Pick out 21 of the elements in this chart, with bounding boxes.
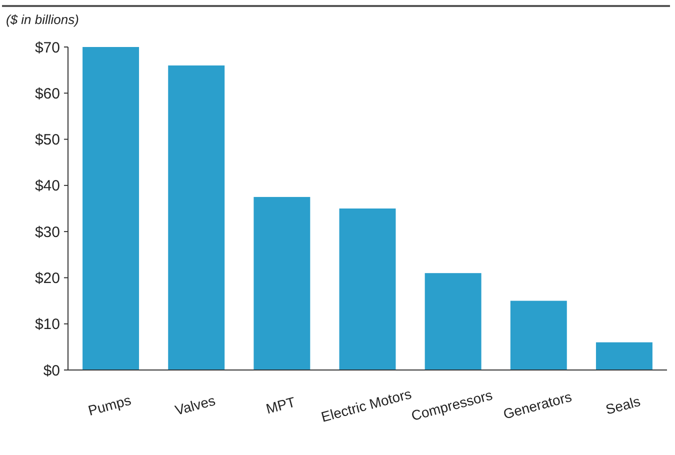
x-tick-label: MPT bbox=[264, 394, 298, 417]
y-tick-label: $20 bbox=[34, 270, 60, 287]
bar bbox=[168, 65, 225, 370]
y-tick-label: $0 bbox=[43, 362, 60, 380]
y-tick-label: $30 bbox=[34, 224, 60, 241]
y-axis-title: ($ in billions) bbox=[6, 12, 79, 27]
x-tick-label: Electric Motors bbox=[319, 385, 413, 425]
bar bbox=[510, 300, 567, 370]
y-tick-label: $50 bbox=[34, 132, 60, 149]
y-tick-label: $10 bbox=[34, 316, 60, 334]
bar bbox=[596, 342, 652, 370]
bar bbox=[339, 208, 396, 370]
bar bbox=[254, 196, 310, 370]
x-tick-label: Seals bbox=[604, 392, 642, 418]
bar bbox=[82, 47, 140, 370]
bar bbox=[424, 273, 482, 370]
y-tick-label: $70 bbox=[34, 39, 60, 56]
x-tick-label: Valves bbox=[173, 392, 217, 418]
y-tick-label: $60 bbox=[34, 85, 60, 102]
y-tick-label: $40 bbox=[34, 178, 60, 195]
x-tick-label: Pumps bbox=[86, 392, 133, 419]
